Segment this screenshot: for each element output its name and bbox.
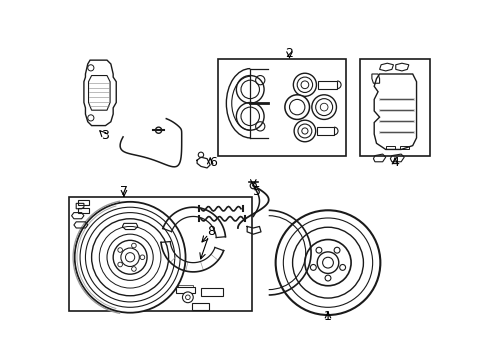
Circle shape bbox=[275, 210, 380, 315]
Bar bbox=[399, 145, 408, 149]
Bar bbox=[178, 285, 193, 287]
Circle shape bbox=[333, 247, 339, 253]
Circle shape bbox=[293, 120, 315, 142]
Circle shape bbox=[250, 183, 256, 189]
Circle shape bbox=[107, 234, 153, 280]
Circle shape bbox=[155, 127, 162, 133]
Text: 3: 3 bbox=[101, 129, 108, 142]
Bar bbox=[218, 59, 345, 156]
Bar bbox=[78, 200, 88, 205]
Circle shape bbox=[317, 252, 338, 274]
Circle shape bbox=[285, 95, 309, 120]
Circle shape bbox=[118, 248, 122, 252]
Circle shape bbox=[311, 95, 336, 120]
Circle shape bbox=[325, 275, 330, 281]
Bar bbox=[191, 303, 208, 310]
Bar bbox=[385, 145, 394, 149]
Circle shape bbox=[118, 262, 122, 267]
Text: 7: 7 bbox=[120, 185, 128, 198]
Bar bbox=[317, 81, 337, 89]
Text: 5: 5 bbox=[253, 185, 261, 198]
Bar bbox=[68, 197, 251, 311]
Bar bbox=[78, 208, 88, 213]
Circle shape bbox=[75, 202, 185, 313]
Circle shape bbox=[198, 152, 203, 158]
Text: 2: 2 bbox=[285, 47, 293, 60]
Circle shape bbox=[293, 73, 316, 96]
Circle shape bbox=[125, 253, 135, 262]
Circle shape bbox=[182, 292, 193, 303]
Circle shape bbox=[310, 265, 316, 270]
Circle shape bbox=[140, 255, 144, 260]
Circle shape bbox=[113, 240, 147, 274]
Text: 4: 4 bbox=[390, 156, 398, 169]
Circle shape bbox=[305, 239, 350, 286]
Bar bbox=[359, 59, 429, 156]
Bar bbox=[317, 127, 333, 135]
Text: 8: 8 bbox=[206, 225, 215, 238]
Text: 1: 1 bbox=[324, 310, 331, 323]
Bar bbox=[176, 287, 194, 293]
Circle shape bbox=[131, 267, 136, 271]
Text: 6: 6 bbox=[209, 156, 217, 169]
Circle shape bbox=[339, 265, 345, 270]
Circle shape bbox=[131, 243, 136, 248]
Bar bbox=[201, 288, 222, 296]
Circle shape bbox=[315, 247, 321, 253]
